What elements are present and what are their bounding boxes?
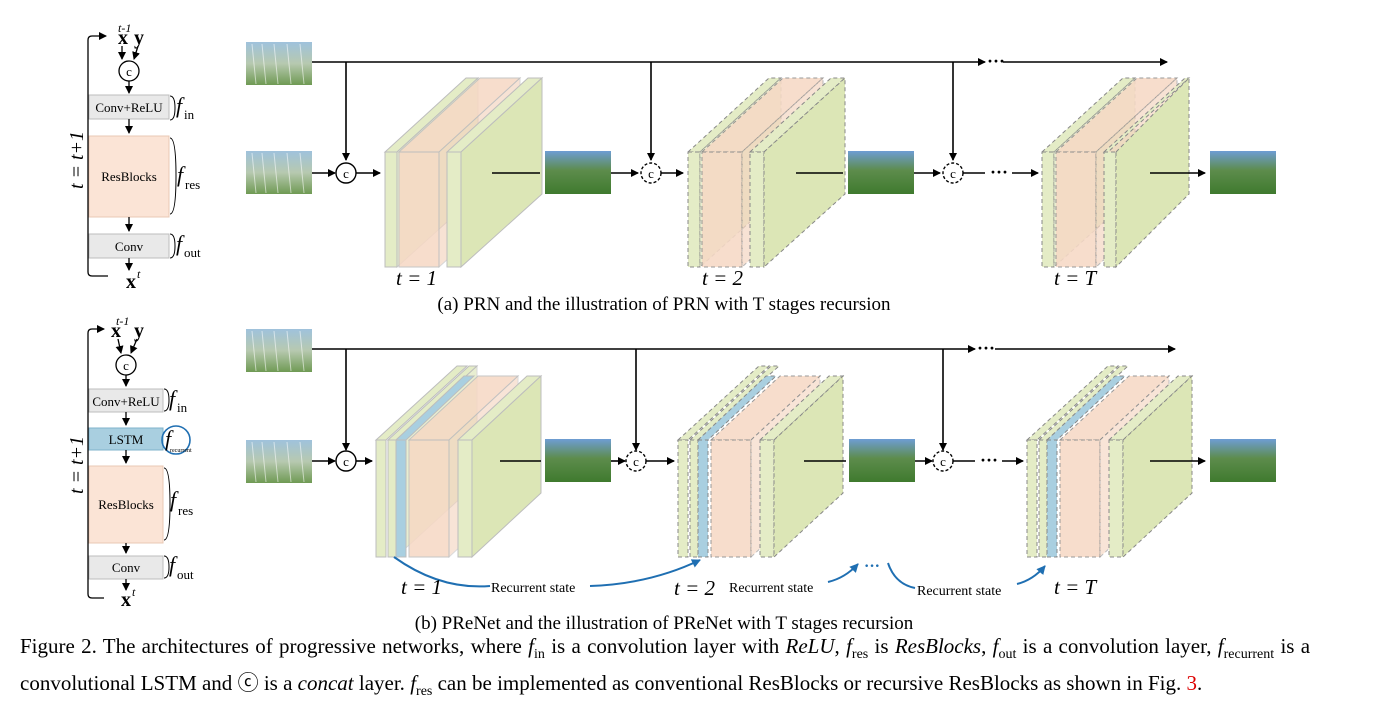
- recurrent-state-arrow-3b: [1016, 565, 1046, 585]
- stage-2-network: [676, 365, 845, 559]
- prn-block-diagram: x t-1 y c Conv+ReLU ResBlocks Conv x t t…: [66, 21, 201, 293]
- stage-label-1: t = 1: [396, 266, 437, 290]
- recurrent-state-arrow-3: [887, 562, 916, 589]
- stage-label-2: t = 2: [702, 266, 744, 290]
- concat-symbol: ⓒ: [237, 671, 259, 696]
- svg-text:f: f: [170, 487, 179, 512]
- panel-a-caption: (a) PRN and the illustration of PRN with…: [437, 294, 891, 315]
- svg-text:t = t+1: t = t+1: [66, 436, 88, 494]
- recurrent-state-label-3: Recurrent state: [917, 584, 1001, 599]
- svg-text:out: out: [177, 567, 194, 582]
- final-output-image: [1210, 439, 1276, 482]
- input-x-sup: t-1: [118, 21, 131, 35]
- svg-text:x: x: [121, 589, 131, 611]
- svg-text:c: c: [343, 454, 349, 469]
- svg-text:Conv+ReLU: Conv+ReLU: [95, 100, 163, 115]
- svg-text:f: f: [176, 93, 185, 118]
- derained-image-1: [545, 151, 611, 194]
- prenet-block-diagram: x t-1 y c Conv+ReLU LSTM ResBlocks Conv …: [66, 314, 194, 611]
- svg-text:f: f: [177, 162, 186, 187]
- svg-text:f: f: [169, 386, 178, 411]
- svg-text:···: ···: [977, 338, 995, 358]
- resblocks-box: [88, 465, 164, 544]
- svg-text:c: c: [123, 358, 129, 373]
- panel-b-caption: (b) PReNet and the illustration of PReNe…: [415, 613, 914, 634]
- figure-reference-link[interactable]: 3: [1186, 671, 1197, 696]
- svg-text:t: t: [132, 585, 136, 599]
- input-x-label: x: [118, 27, 128, 49]
- derained-image-2: [848, 151, 914, 194]
- loop-label: t = t+1: [66, 131, 88, 189]
- output-x-label: x: [126, 271, 136, 293]
- stage-T-network: [1025, 365, 1194, 559]
- svg-text:in: in: [184, 107, 195, 122]
- input-y-label: y: [134, 27, 144, 49]
- recurrent-state-arrow-2: [827, 563, 859, 583]
- recurrent-loop-icon: [161, 425, 191, 455]
- svg-text:c: c: [940, 454, 946, 469]
- svg-text:Conv+ReLU: Conv+ReLU: [92, 394, 160, 409]
- svg-text:res: res: [178, 503, 193, 518]
- conv-relu-box: [88, 94, 170, 120]
- prenet-pipeline: ··· c c: [246, 329, 1276, 634]
- derained-image-1: [545, 439, 611, 482]
- stage-label-T: t = T: [1054, 266, 1098, 290]
- stage-T-network: [1040, 76, 1191, 269]
- recurrent-state-arrow-1b: [589, 559, 701, 587]
- derained-image-2: [849, 439, 915, 482]
- svg-text:out: out: [184, 245, 201, 260]
- stage-label-T: t = T: [1054, 575, 1098, 599]
- recurrent-state-arrow-1: [393, 556, 491, 588]
- svg-text:c: c: [343, 166, 349, 181]
- svg-text:f: f: [165, 426, 174, 451]
- recurrent-state-label-2: Recurrent state: [729, 581, 813, 596]
- svg-text:recurrent: recurrent: [170, 448, 192, 454]
- svg-text:res: res: [185, 177, 200, 192]
- svg-text:c: c: [633, 454, 639, 469]
- resblocks-box: [88, 135, 170, 218]
- svg-text:f: f: [169, 552, 178, 577]
- svg-text:y: y: [134, 320, 144, 342]
- svg-text:ResBlocks: ResBlocks: [98, 497, 154, 512]
- prn-pipeline: ··· c c: [246, 42, 1276, 315]
- svg-text:t-1: t-1: [116, 314, 129, 328]
- svg-text:t: t: [137, 267, 141, 281]
- svg-text:in: in: [177, 400, 188, 415]
- svg-text:c: c: [648, 166, 654, 181]
- stage-label-2: t = 2: [674, 576, 716, 600]
- svg-text:Conv: Conv: [112, 560, 141, 575]
- final-output-image: [1210, 151, 1276, 194]
- stage-label-1: t = 1: [401, 575, 442, 599]
- svg-text:c: c: [950, 166, 956, 181]
- svg-text:c: c: [126, 64, 132, 79]
- svg-text:···: ···: [980, 450, 998, 470]
- svg-text:Conv: Conv: [115, 239, 144, 254]
- svg-text:···: ···: [987, 51, 1005, 71]
- svg-text:···: ···: [864, 558, 880, 575]
- stage-1-network: [374, 364, 543, 559]
- recurrent-state-label-1: Recurrent state: [491, 581, 575, 596]
- svg-text:···: ···: [990, 162, 1008, 182]
- svg-text:LSTM: LSTM: [109, 432, 144, 447]
- svg-text:x: x: [111, 320, 121, 342]
- svg-text:ResBlocks: ResBlocks: [101, 169, 157, 184]
- figure-caption: Figure 2. The architectures of progressi…: [20, 634, 1311, 700]
- svg-text:f: f: [176, 231, 185, 256]
- conv-box: [88, 233, 170, 259]
